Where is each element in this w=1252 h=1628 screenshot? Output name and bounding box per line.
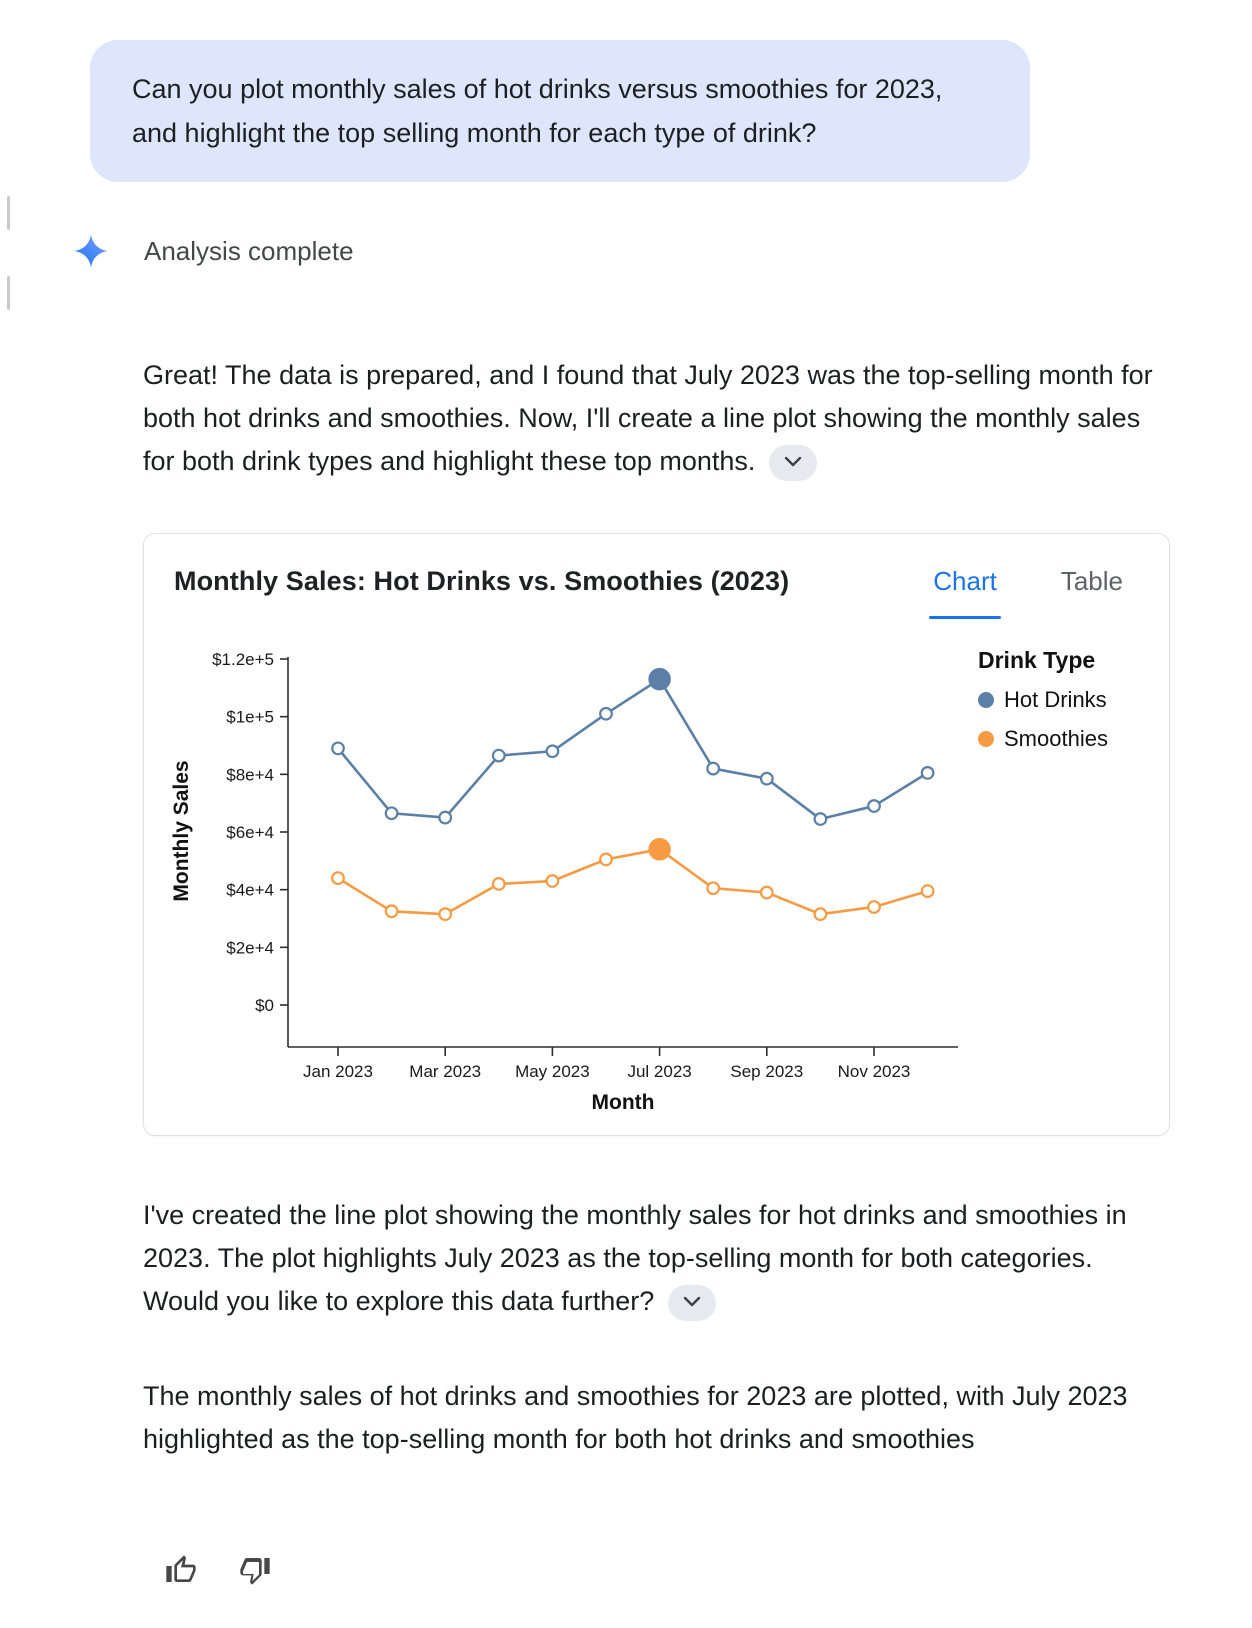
chart-card-body: $0 $2e+4 $4e+4 $6e+4 $8e+4 $1e+5 $1.2e+5 Jan 20… [170,637,1143,1117]
hot-drinks-dot-icon [978,692,994,708]
feedback-row [163,1553,1173,1589]
svg-text:$6e+4: $6e+4 [226,823,274,842]
legend-item-hot-drinks[interactable]: Hot Drinks [978,687,1143,713]
svg-text:$0: $0 [255,996,274,1015]
svg-text:Sep 2023: Sep 2023 [730,1062,803,1081]
legend-item-smoothies[interactable]: Smoothies [978,726,1143,752]
chart-title: Monthly Sales: Hot Drinks vs. Smoothies … [174,566,790,596]
tab-chart[interactable]: Chart [929,566,1001,619]
gemini-sparkle-icon [74,234,108,268]
svg-text:May 2023: May 2023 [515,1062,590,1081]
legend-label-smoothies: Smoothies [1004,726,1108,751]
tab-table[interactable]: Table [1060,566,1123,596]
user-message-text: Can you plot monthly sales of hot drinks… [132,74,943,148]
svg-text:$2e+4: $2e+4 [226,938,274,957]
smoothies-dot-icon [978,731,994,747]
chevron-down-icon [784,455,802,470]
svg-text:Nov 2023: Nov 2023 [838,1062,911,1081]
scrollbar[interactable] [7,196,10,230]
scrollbar[interactable] [7,276,10,310]
analysis-status-row: Analysis complete [74,234,1252,268]
thumbs-up-icon [165,1554,197,1589]
expand-details-button[interactable] [668,1284,717,1321]
svg-text:Jul 2023: Jul 2023 [627,1062,691,1081]
svg-text:Jan 2023: Jan 2023 [303,1062,373,1081]
line-chart: $0 $2e+4 $4e+4 $6e+4 $8e+4 $1e+5 $1.2e+5 Jan 20… [170,650,958,1114]
chart-card: Monthly Sales: Hot Drinks vs. Smoothies … [143,533,1170,1136]
expand-reasoning-button[interactable] [769,444,818,481]
thumbs-down-button[interactable] [237,1553,273,1589]
assistant-summary-text: The monthly sales of hot drinks and smoo… [143,1381,1128,1454]
svg-text:Mar 2023: Mar 2023 [409,1062,481,1081]
user-message-bubble: Can you plot monthly sales of hot drinks… [90,40,1030,182]
chart-legend: Drink Type Hot Drinks Smoothies [978,637,1143,1117]
assistant-intro-span: Great! The data is prepared, and I found… [143,360,1153,476]
assistant-followup-text: I've created the line plot showing the m… [143,1194,1165,1323]
chart-table-tabs: Chart Table [929,566,1137,619]
svg-text:Monthly Sales: Monthly Sales [170,760,193,901]
analysis-status-label: Analysis complete [144,235,354,266]
svg-text:$1.2e+5: $1.2e+5 [212,650,274,669]
assistant-intro-text: Great! The data is prepared, and I found… [143,354,1165,483]
assistant-response: Great! The data is prepared, and I found… [143,354,1173,1589]
chart-card-header: Monthly Sales: Hot Drinks vs. Smoothies … [170,562,1143,619]
assistant-followup-span: I've created the line plot showing the m… [143,1200,1127,1316]
svg-text:Month: Month [592,1091,655,1114]
thumbs-up-button[interactable] [163,1553,199,1589]
legend-title: Drink Type [978,647,1096,673]
chevron-down-icon [683,1295,701,1310]
thumbs-down-icon [239,1554,271,1589]
svg-text:$1e+5: $1e+5 [226,708,274,727]
svg-text:$4e+4: $4e+4 [226,881,274,900]
svg-text:$8e+4: $8e+4 [226,765,274,784]
legend-label-hot-drinks: Hot Drinks [1004,687,1107,712]
